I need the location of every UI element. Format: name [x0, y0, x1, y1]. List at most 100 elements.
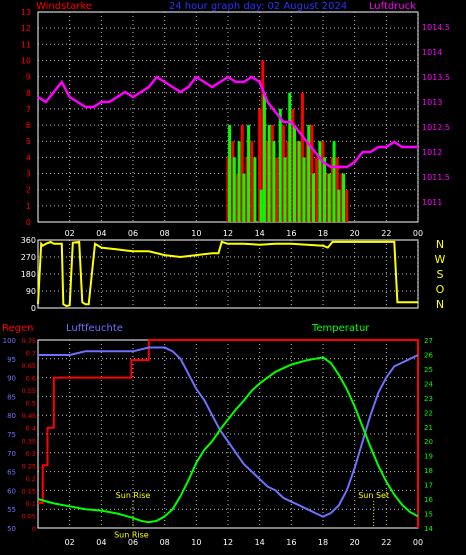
- wind-tick-label: 3: [26, 170, 31, 179]
- gust-bar: [283, 157, 287, 222]
- direction-tick-label: 180: [21, 270, 36, 279]
- climate-x-tick-label: 04: [96, 538, 106, 547]
- gust-bar: [253, 157, 257, 222]
- temperature-tick-label: 16: [424, 496, 433, 504]
- wind-x-tick-label: 10: [191, 229, 201, 238]
- rain-tick-label: 0.7: [26, 350, 36, 358]
- wind-grid: [38, 12, 419, 222]
- rain-tick-label: 0.4: [26, 425, 36, 433]
- wind-bar: [250, 141, 254, 222]
- gust-bar: [297, 141, 301, 222]
- climate-x-tick-label: 22: [381, 538, 391, 547]
- wind-tick-label: 2: [26, 186, 31, 195]
- wind-bar: [345, 189, 349, 222]
- wind-bar: [315, 157, 319, 222]
- climate-x-tick-label: 18: [318, 538, 328, 547]
- climate-x-tick-label: 14: [255, 538, 265, 547]
- wind-bar: [305, 141, 309, 222]
- wind-tick-label: 4: [26, 153, 31, 162]
- temperature-tick-label: 27: [424, 337, 433, 345]
- gust-bar: [312, 173, 315, 222]
- pressure-tick-label: 1011.5: [422, 173, 450, 182]
- rain-tick-label: 0.1: [26, 500, 36, 508]
- wind-bar: [266, 141, 270, 222]
- humidity-tick-label: 65: [7, 469, 16, 477]
- gust-bar: [267, 125, 271, 222]
- rain-tick-label: 0.25: [22, 462, 36, 470]
- humidity-tick-label: 90: [7, 375, 16, 383]
- temperature-tick-label: 25: [424, 366, 433, 374]
- pressure-tick-label: 1013: [422, 98, 442, 107]
- temperature-tick-label: 24: [424, 380, 433, 388]
- rain-tick-label: 0.05: [22, 512, 36, 520]
- temperature-tick-label: 22: [424, 409, 433, 417]
- humidity-tick-label: 70: [7, 450, 16, 458]
- wind-x-tick-label: 20: [350, 229, 360, 238]
- wind-tick-label: 9: [26, 73, 31, 82]
- wind-bar: [240, 125, 244, 222]
- compass-label: W: [435, 253, 446, 266]
- wind-tick-label: 1: [26, 202, 31, 211]
- wind-bar: [331, 157, 334, 222]
- gust-bar: [247, 125, 251, 222]
- gust-bar: [259, 189, 263, 222]
- direction-tick-label: 360: [21, 236, 36, 245]
- rain-tick-label: 0.6: [26, 375, 36, 383]
- humidity-axis-label: Luftfeuchte: [66, 323, 123, 334]
- humidity-tick-label: 50: [7, 525, 16, 533]
- direction-y-ticks: 0 90 180 270 360: [21, 236, 36, 313]
- wind-tick-label: 0: [26, 218, 31, 227]
- rain-tick-label: 0.3: [26, 450, 36, 458]
- rain-tick-label: 0.5: [26, 400, 36, 408]
- gust-bar: [278, 108, 282, 222]
- climate-x-tick-label: 00: [413, 538, 423, 547]
- pressure-tick-label: 1011: [422, 198, 442, 207]
- wind-bar: [296, 141, 300, 222]
- pressure-line-group: [37, 75, 418, 169]
- temperature-tick-label: 19: [424, 453, 433, 461]
- temperature-axis-label: Temperatur: [311, 323, 370, 334]
- wind-bar: [326, 173, 330, 222]
- wind-x-tick-label: 04: [96, 229, 106, 238]
- temperature-y-ticks: 14 15 16 17 18 19 20 21 22 23 24 25 26 27: [424, 337, 433, 533]
- gust-bar: [323, 157, 327, 222]
- wind-bar: [300, 92, 304, 223]
- rain-tick-label: 0.65: [22, 362, 36, 370]
- wind-bar: [340, 173, 344, 222]
- rain-tick-label: 0.15: [22, 487, 36, 495]
- gust-bar: [237, 141, 241, 222]
- wind-bar: [245, 157, 249, 222]
- wind-x-ticks: 02 04 06 08 10 12 14 16 18 20 22 00: [65, 229, 424, 238]
- sun-annotation: Sun Rise: [114, 530, 149, 539]
- rain-line: [38, 339, 419, 528]
- climate-x-ticks: 02 04 06 08 10 12 14 16 18 20 22 00: [65, 538, 424, 547]
- rain-tick-label: 0.55: [22, 387, 36, 395]
- gust-bar: [302, 157, 306, 222]
- temperature-tick-label: 20: [424, 438, 433, 446]
- pressure-axis-label: Luftdruck: [369, 1, 416, 12]
- climate-x-tick-label: 12: [223, 538, 233, 547]
- sun-annotation: Sun Set: [358, 491, 389, 500]
- wind-tick-label: 11: [21, 40, 31, 49]
- gust-bar: [293, 125, 296, 222]
- gust-bar: [342, 173, 346, 222]
- pressure-tick-label: 1014: [422, 48, 442, 57]
- gust-bar: [318, 141, 322, 222]
- gust-bar: [327, 173, 331, 222]
- wind-x-tick-label: 08: [160, 229, 170, 238]
- gust-bar: [232, 157, 236, 222]
- wind-bar: [275, 157, 279, 222]
- climate-x-tick-label: 02: [65, 538, 75, 547]
- rain-tick-label: 0.45: [22, 412, 36, 420]
- wind-tick-label: 12: [21, 24, 31, 33]
- wind-bar: [310, 125, 314, 222]
- sun-annotations: Sun Rise Sun Set Sun Rise: [114, 491, 389, 539]
- wind-x-tick-label: 12: [223, 229, 233, 238]
- wind-x-tick-label: 02: [65, 229, 75, 238]
- wind-bar: [261, 60, 265, 222]
- humidity-tick-label: 95: [7, 356, 16, 364]
- wind-axis-label: Windstarke: [36, 1, 92, 12]
- temperature-line: [37, 356, 419, 524]
- wind-bar: [291, 108, 295, 222]
